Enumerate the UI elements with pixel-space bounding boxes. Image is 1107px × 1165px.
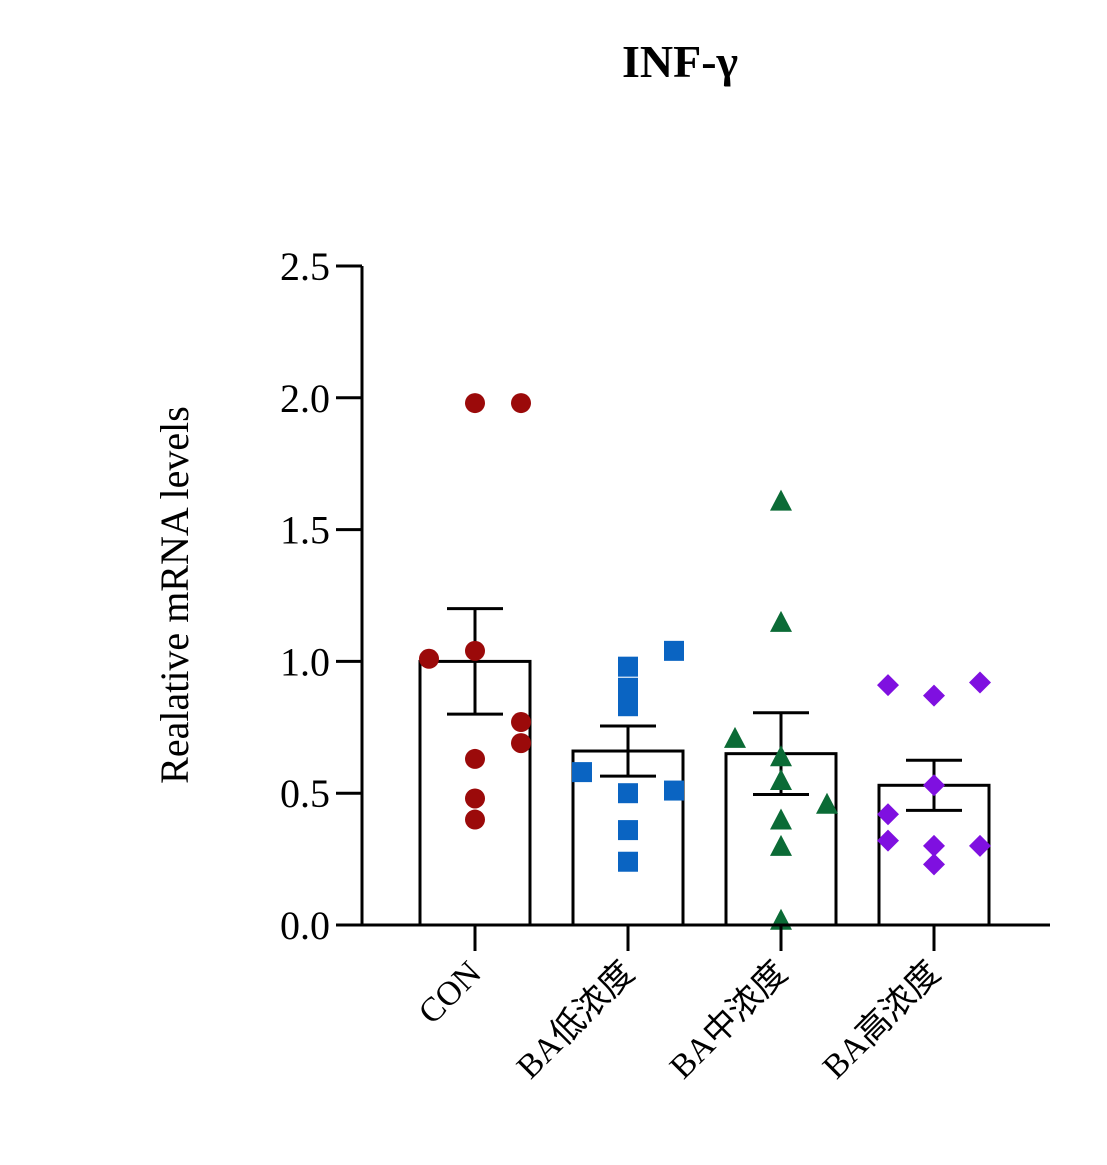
data-point-circle [511, 393, 531, 414]
data-point-circle [465, 748, 485, 769]
data-point-square [618, 851, 638, 872]
data-point-circle [465, 393, 485, 414]
points-triangle [724, 489, 838, 930]
data-point-circle [419, 648, 439, 669]
data-point-triangle [770, 745, 792, 767]
data-point-circle [511, 712, 531, 733]
data-point-diamond [923, 684, 945, 707]
data-point-square [618, 696, 638, 717]
data-point-circle [465, 809, 485, 830]
data-point-diamond [877, 803, 899, 826]
y-axis: 0.0 0.5 1.0 1.5 2.0 2.5 [280, 244, 364, 948]
data-point-circle [465, 640, 485, 661]
data-point-triangle [770, 808, 792, 830]
y-tick-label: 0.0 [280, 903, 330, 948]
data-point-diamond [923, 834, 945, 857]
bars-layer [418, 659, 991, 927]
data-points-layer [419, 393, 991, 930]
data-point-triangle [724, 726, 746, 748]
data-point-square [618, 820, 638, 841]
data-point-square [618, 677, 638, 698]
y-tick-label: 2.0 [280, 376, 330, 421]
data-point-square [664, 640, 684, 661]
data-point-diamond [969, 834, 991, 857]
y-tick-label: 2.5 [280, 244, 330, 289]
points-circle [419, 393, 531, 830]
data-point-diamond [923, 774, 945, 797]
error-bar-2 [600, 724, 656, 778]
data-point-square [664, 780, 684, 801]
points-diamond [877, 671, 991, 876]
x-tick-label: BA中浓度 [662, 954, 794, 1086]
data-point-circle [511, 733, 531, 754]
data-point-triangle [770, 610, 792, 632]
error-bar-1 [447, 607, 503, 716]
data-point-diamond [877, 829, 899, 852]
y-tick-label: 0.5 [280, 771, 330, 816]
error-bars-layer [447, 607, 962, 812]
y-tick-label: 1.5 [280, 508, 330, 553]
data-point-square [618, 656, 638, 677]
x-axis: CON BA低浓度 BA中浓度 BA高浓度 [362, 923, 1050, 1086]
x-tick-label: CON [412, 954, 489, 1031]
data-point-triangle [770, 769, 792, 791]
x-tick-label: BA低浓度 [509, 954, 641, 1086]
data-point-circle [465, 788, 485, 809]
y-axis-label: Realative mRNA levels [152, 406, 197, 784]
data-point-square [618, 783, 638, 804]
data-point-triangle [770, 834, 792, 856]
data-point-triangle [770, 489, 792, 511]
data-point-square [572, 762, 592, 783]
points-square [572, 640, 684, 872]
x-tick-label: BA高浓度 [815, 954, 947, 1086]
data-point-diamond [923, 853, 945, 876]
data-point-diamond [877, 674, 899, 697]
y-tick-label: 1.0 [280, 639, 330, 684]
data-point-diamond [969, 671, 991, 694]
data-point-triangle [816, 792, 838, 814]
chart-title: INF-γ [622, 36, 738, 87]
